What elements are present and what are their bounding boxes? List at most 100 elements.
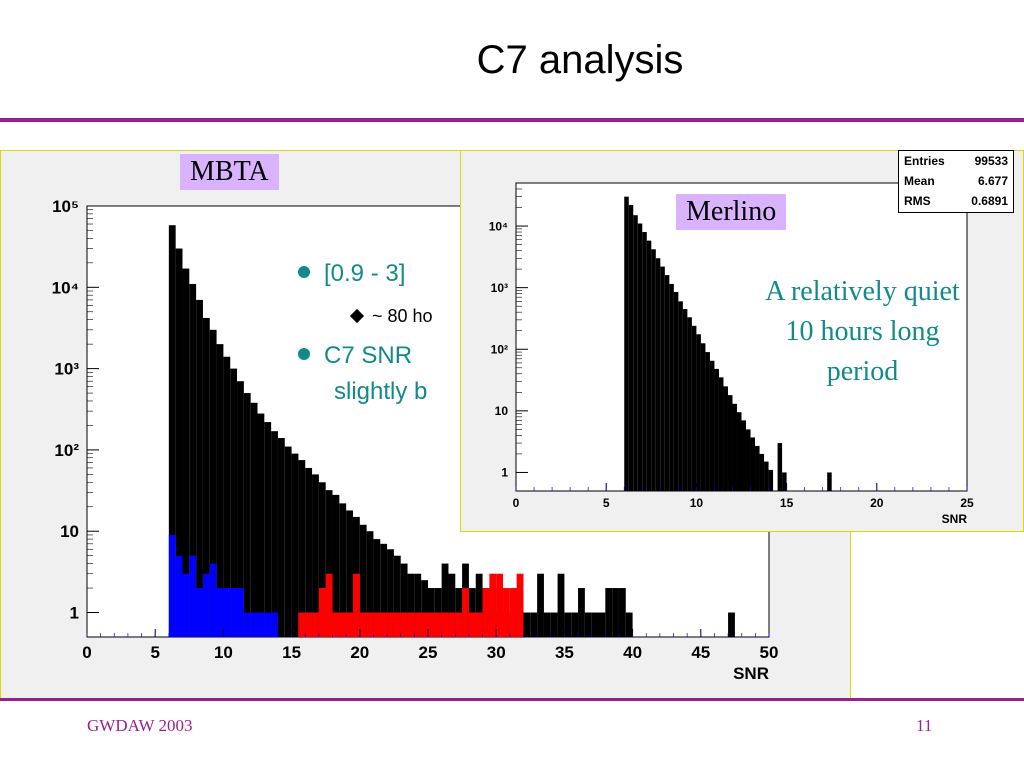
mbta-bar [230, 368, 238, 637]
merlino-bar [655, 258, 661, 491]
merlino-bar [732, 403, 737, 491]
mbta-bar [305, 467, 313, 637]
mbta-bar [441, 612, 449, 637]
merlino-x-tick-label: 15 [780, 496, 794, 510]
mbta-bar [209, 563, 217, 637]
merlino-bar [755, 445, 760, 491]
mbta-bar [332, 612, 340, 637]
merlino-y-tick-label: 10³ [491, 281, 508, 295]
mbta-bar [216, 588, 224, 637]
bullet-dot-icon [298, 266, 310, 278]
mbta-bar [346, 612, 353, 637]
bullet-dot-icon [298, 348, 310, 360]
mbta-bar [612, 588, 619, 637]
mbta-bar [557, 573, 565, 637]
mbta-bar [591, 612, 599, 637]
mbta-bar [243, 393, 251, 637]
bullet-2-text: C7 SNR [324, 342, 413, 369]
mbta-bar [264, 422, 272, 637]
merlino-bar [628, 204, 634, 491]
mbta-bar [346, 510, 353, 637]
bullet-2-cont-text: slightly b [334, 378, 428, 405]
bullet-1a-text: ~ 80 ho [372, 306, 433, 326]
page-number: 11 [916, 716, 933, 735]
merlino-bar [660, 266, 665, 491]
mbta-bar [223, 356, 231, 637]
mbta-bar [175, 555, 183, 637]
stats-label: Entries [904, 154, 945, 168]
mbta-bar [216, 344, 224, 637]
mbta-x-tick-label: 20 [350, 643, 369, 662]
merlino-y-tick-label: 1 [501, 466, 508, 480]
mbta-bar [332, 494, 340, 637]
mbta-bar [325, 490, 333, 637]
mbta-bar [271, 431, 278, 637]
mbta-x-tick-label: 10 [214, 643, 233, 662]
stats-row-entries: Entries 99533 [899, 151, 1013, 171]
mbta-bar [387, 549, 394, 637]
mbta-bar [373, 612, 381, 637]
mbta-bar [339, 612, 347, 637]
merlino-bar [624, 196, 629, 491]
mbta-bar [189, 283, 197, 637]
mbta-bar [482, 588, 490, 637]
mbta-x-tick-label: 50 [760, 643, 779, 662]
mbta-x-tick-label: 45 [691, 643, 710, 662]
merlino-note: A relatively quiet 10 hours long period [765, 276, 960, 387]
mbta-bar [550, 612, 558, 637]
mbta-bar [243, 612, 251, 637]
mbta-bar [182, 268, 190, 637]
mbta-bar [359, 524, 367, 637]
mbta-bar [305, 612, 313, 637]
merlino-bar [750, 437, 756, 491]
mbta-bar [202, 573, 210, 637]
mbta-bar [257, 612, 265, 637]
mbta-bar [571, 612, 579, 637]
mbta-x-tick-label: 25 [419, 643, 438, 662]
mbta-bar [284, 446, 292, 637]
mbta-bar [298, 612, 306, 637]
mbta-x-tick-label: 30 [487, 643, 506, 662]
merlino-bar [669, 283, 674, 491]
mbta-bar [503, 588, 510, 637]
stats-label: Mean [904, 174, 935, 188]
mbta-y-tick-label: 1 [70, 603, 79, 622]
mbta-bar [578, 588, 585, 637]
merlino-bar [759, 453, 765, 491]
mbta-y-tick-label: 10⁴ [52, 278, 79, 297]
bullet-2-cont: slightly b [334, 378, 427, 406]
stats-value: 0.6891 [971, 194, 1008, 208]
merlino-bar [682, 309, 688, 491]
mbta-bar [380, 543, 388, 637]
mbta-tag: MBTA [180, 154, 279, 190]
mbta-bar [537, 573, 544, 637]
mbta-bar [564, 612, 572, 637]
mbta-bar [318, 482, 326, 637]
mbta-y-tick-label: 10 [60, 522, 79, 541]
mbta-bar [250, 402, 258, 637]
mbta-bar [352, 573, 360, 637]
mbta-bar [414, 573, 422, 637]
top-divider [0, 118, 1024, 122]
mbta-bar [318, 588, 326, 637]
mbta-bar [264, 612, 272, 637]
merlino-bar [782, 472, 787, 491]
mbta-y-tick-label: 10² [54, 441, 79, 460]
mbta-bar [168, 534, 176, 637]
diamond-icon [349, 308, 365, 324]
merlino-y-tick-label: 10 [495, 404, 509, 418]
bullet-1-text: [0.9 - 3] [324, 260, 406, 287]
merlino-bar [736, 412, 742, 491]
mbta-bar [728, 612, 735, 637]
mbta-bar [393, 612, 401, 637]
merlino-x-tick-label: 0 [513, 496, 520, 510]
mbta-bar [441, 563, 449, 637]
mbta-bar [189, 555, 197, 637]
mbta-bar [407, 612, 415, 637]
mbta-bar [168, 225, 176, 637]
mbta-bar [366, 612, 374, 637]
mbta-bar [237, 588, 244, 637]
merlino-bar [651, 249, 656, 491]
merlino-bar [637, 223, 643, 491]
merlino-x-axis-label: SNR [942, 512, 968, 526]
